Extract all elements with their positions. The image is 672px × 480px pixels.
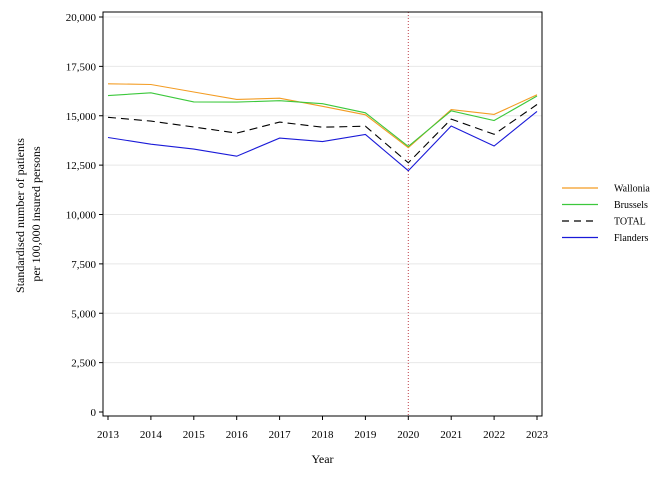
legend-label-flanders: Flanders — [614, 233, 649, 244]
series-line-flanders — [107, 110, 538, 172]
y-axis-ticks: 0 2,500 5,000 7,500 10,000 12,500 15,000 17,500… — [66, 12, 103, 419]
y-tick-label: 20,000 — [66, 12, 97, 24]
x-tick-label: 2021 — [440, 429, 462, 441]
y-axis-title: Standardised number of patients per 100,… — [13, 135, 43, 293]
y-tick-label: 17,500 — [66, 61, 97, 73]
gridlines — [103, 16, 542, 364]
x-tick-label: 2022 — [483, 429, 505, 441]
y-tick-label: 2,500 — [71, 358, 96, 370]
y-tick-label: 10,000 — [66, 210, 97, 222]
x-tick-label: 2023 — [526, 429, 549, 441]
y-tick-label: 5,000 — [71, 308, 96, 320]
x-tick-label: 2017 — [269, 429, 292, 441]
x-axis-ticks: 2013 2014 2015 2016 2017 2018 2019 2020 2021 2022… — [97, 416, 549, 441]
y-tick-label: 12,500 — [66, 160, 97, 172]
series-line-wallonia — [107, 83, 538, 149]
x-tick-label: 2016 — [226, 429, 249, 441]
x-tick-label: 2020 — [397, 429, 420, 441]
x-tick-label: 2013 — [97, 429, 120, 441]
legend-label-wallonia: Wallonia — [614, 184, 650, 195]
x-tick-label: 2018 — [312, 429, 335, 441]
y-tick-label: 0 — [91, 407, 97, 419]
x-axis-title: Year — [311, 452, 333, 466]
y-tick-label: 15,000 — [66, 111, 97, 123]
series-line-brussels — [107, 92, 538, 148]
series-lines — [107, 83, 538, 172]
legend-label-brussels: Brussels — [614, 200, 648, 211]
x-tick-label: 2014 — [140, 429, 163, 441]
y-axis-title-line-1: Standardised number of patients — [13, 138, 27, 293]
legend: Wallonia Brussels TOTAL Flanders — [562, 184, 650, 244]
y-axis-title-line-2: per 100,000 insured persons — [29, 146, 43, 282]
series-line-total — [107, 104, 538, 164]
y-tick-label: 7,500 — [71, 259, 96, 271]
x-tick-label: 2015 — [183, 429, 206, 441]
legend-label-total: TOTAL — [614, 217, 646, 228]
x-tick-label: 2019 — [354, 429, 377, 441]
